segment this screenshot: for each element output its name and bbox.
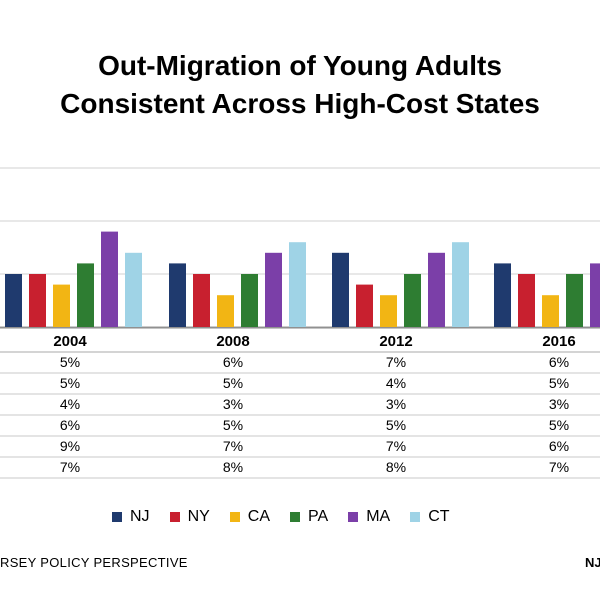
table-cell-ny-2004: 5% [60,375,80,391]
table-cell-ca-2016: 3% [549,396,569,412]
table-cell-ca-2008: 3% [223,396,243,412]
bar-ma-2016 [590,263,600,327]
legend-item-ct: CT [410,508,450,526]
legend: NJ NY CA PA MA CT [112,508,470,526]
table-cell-ct-2016: 7% [549,459,569,475]
bar-ny-2008 [193,274,210,327]
bar-ny-2004 [29,274,46,327]
legend-item-ca: CA [229,508,271,526]
bar-pa-2012 [404,274,421,327]
table-cell-ct-2008: 8% [223,459,243,475]
bar-ma-2012 [428,252,445,327]
bar-pa-2008 [241,274,258,327]
bar-ct-2008 [289,242,306,327]
legend-label: PA [308,508,329,525]
table-cell-pa-2012: 5% [386,417,406,433]
table-cell-ny-2016: 5% [549,375,569,391]
table-cell-pa-2016: 5% [549,417,569,433]
chart-area: 2004 5% 5% 4% 6% 9% 7% 2008 6% 5% 3% 5% 7% 8% 2012 7% 4%… [0,167,600,479]
legend-item-nj: NJ [112,508,150,526]
table-header-2004: 2004 [53,333,87,350]
bar-nj-2016 [494,263,511,327]
footer-source: RSEY POLICY PERSPECTIVE [0,555,188,570]
bar-ca-2004 [53,284,70,327]
bar-ma-2008 [265,252,282,327]
table-cell-pa-2004: 6% [60,417,80,433]
table-cell-ct-2004: 7% [60,459,80,475]
legend-swatch [112,512,122,522]
table-cell-nj-2012: 7% [386,354,406,370]
table-cell-ny-2012: 4% [386,375,406,391]
legend-swatch [348,512,359,522]
legend-label: NY [187,508,210,525]
table-cell-ca-2004: 4% [60,396,80,412]
table-cell-ny-2008: 5% [223,375,243,391]
bar-ca-2016 [542,295,559,327]
bar-nj-2008 [169,263,186,327]
table-header-2016: 2016 [542,333,575,350]
bar-ca-2008 [217,295,234,327]
bar-ca-2012 [380,295,397,327]
legend-swatch [229,512,240,522]
legend-label: CA [247,508,271,525]
bar-ny-2012 [356,284,373,327]
bar-nj-2004 [5,274,22,327]
legend-swatch [169,512,180,522]
legend-item-ma: MA [348,508,390,526]
bar-ma-2004 [101,231,118,327]
table-cell-nj-2008: 6% [223,354,243,370]
legend-swatch [290,512,301,522]
legend-swatch [410,512,421,522]
legend-item-pa: PA [290,508,328,526]
table-cell-ca-2012: 3% [386,396,406,412]
table-header-2012: 2012 [379,333,412,350]
chart-title-line-1: Out-Migration of Young Adults [98,50,502,81]
chart-title-line-2: Consistent Across High-Cost States [60,88,540,119]
bar-nj-2012 [332,252,349,327]
bar-pa-2016 [566,274,583,327]
table-cell-ma-2016: 6% [549,438,569,454]
bar-ct-2004 [125,252,142,327]
table-header-2008: 2008 [216,333,249,350]
bar-ct-2012 [452,242,469,327]
table-cell-ma-2012: 7% [386,438,406,454]
table-cell-nj-2016: 6% [549,354,569,370]
bar-ny-2016 [518,274,535,327]
table-cell-ma-2004: 9% [60,438,80,454]
footer-logo-text: NJ [585,555,600,570]
table-cell-ma-2008: 7% [223,438,243,454]
legend-label: MA [366,508,391,525]
legend-item-ny: NY [169,508,210,526]
table-cell-ct-2012: 8% [386,459,406,475]
table-cell-pa-2008: 5% [223,417,243,433]
bar-pa-2004 [77,263,94,327]
legend-label: NJ [130,508,150,525]
legend-label: CT [428,508,450,525]
table-cell-nj-2004: 5% [60,354,80,370]
